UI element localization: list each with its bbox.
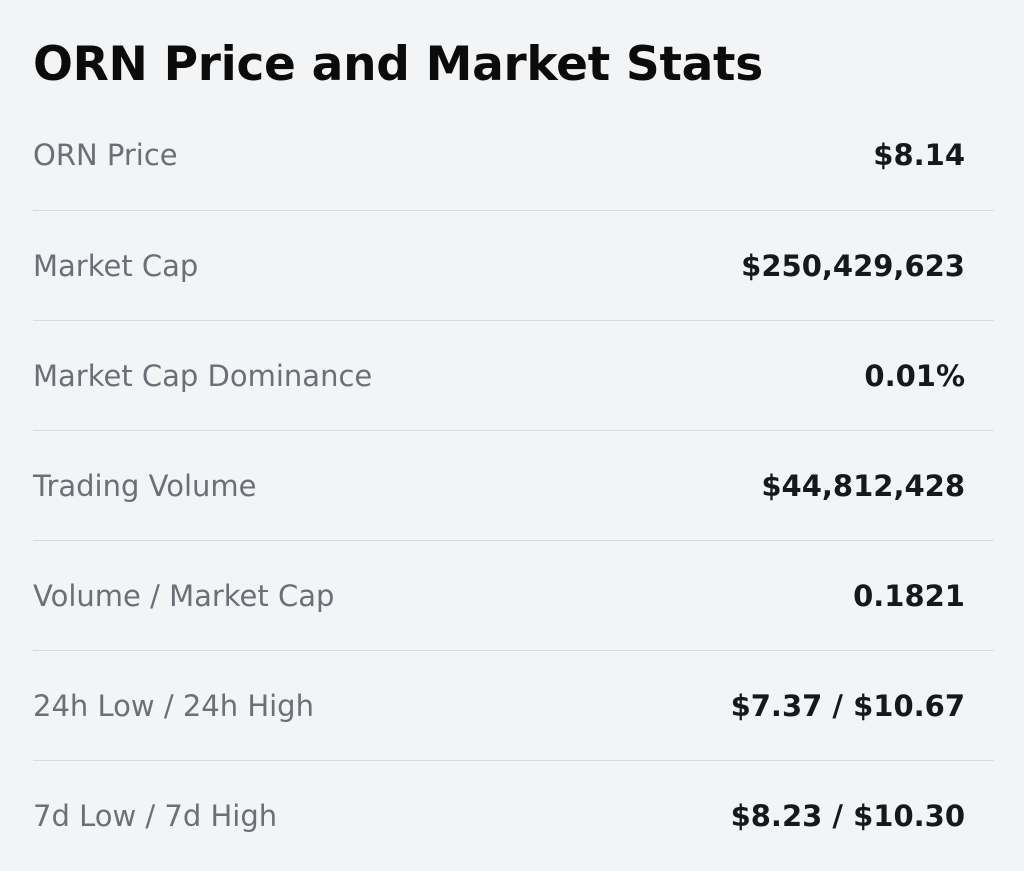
- stat-label: Volume / Market Cap: [33, 578, 335, 613]
- stat-value: $7.37 / $10.67: [730, 688, 965, 723]
- stat-row-24h-range: 24h Low / 24h High $7.37 / $10.67: [33, 651, 994, 761]
- stat-label: 24h Low / 24h High: [33, 688, 314, 723]
- stat-value: 0.1821: [853, 578, 965, 613]
- stat-row-7d-range: 7d Low / 7d High $8.23 / $10.30: [33, 761, 994, 871]
- stat-label: ORN Price: [33, 138, 178, 172]
- stat-value: $8.23 / $10.30: [730, 799, 965, 833]
- stat-row-market-cap-dominance: Market Cap Dominance 0.01%: [33, 321, 994, 431]
- stat-value: $250,429,623: [741, 248, 965, 283]
- stat-label: 7d Low / 7d High: [33, 799, 278, 833]
- stat-row-trading-volume: Trading Volume $44,812,428: [33, 431, 994, 541]
- stat-row-volume-market-cap: Volume / Market Cap 0.1821: [33, 541, 994, 651]
- stat-label: Market Cap Dominance: [33, 358, 373, 393]
- stat-label: Market Cap: [33, 248, 199, 283]
- stat-value: $8.14: [873, 138, 965, 172]
- stat-row-price: ORN Price $8.14: [33, 100, 994, 211]
- stat-value: 0.01%: [864, 358, 965, 393]
- page-title: ORN Price and Market Stats: [33, 37, 763, 92]
- stat-row-market-cap: Market Cap $250,429,623: [33, 211, 994, 321]
- stats-list: ORN Price $8.14 Market Cap $250,429,623 …: [33, 100, 994, 871]
- stat-label: Trading Volume: [33, 468, 257, 503]
- stat-value: $44,812,428: [761, 468, 965, 503]
